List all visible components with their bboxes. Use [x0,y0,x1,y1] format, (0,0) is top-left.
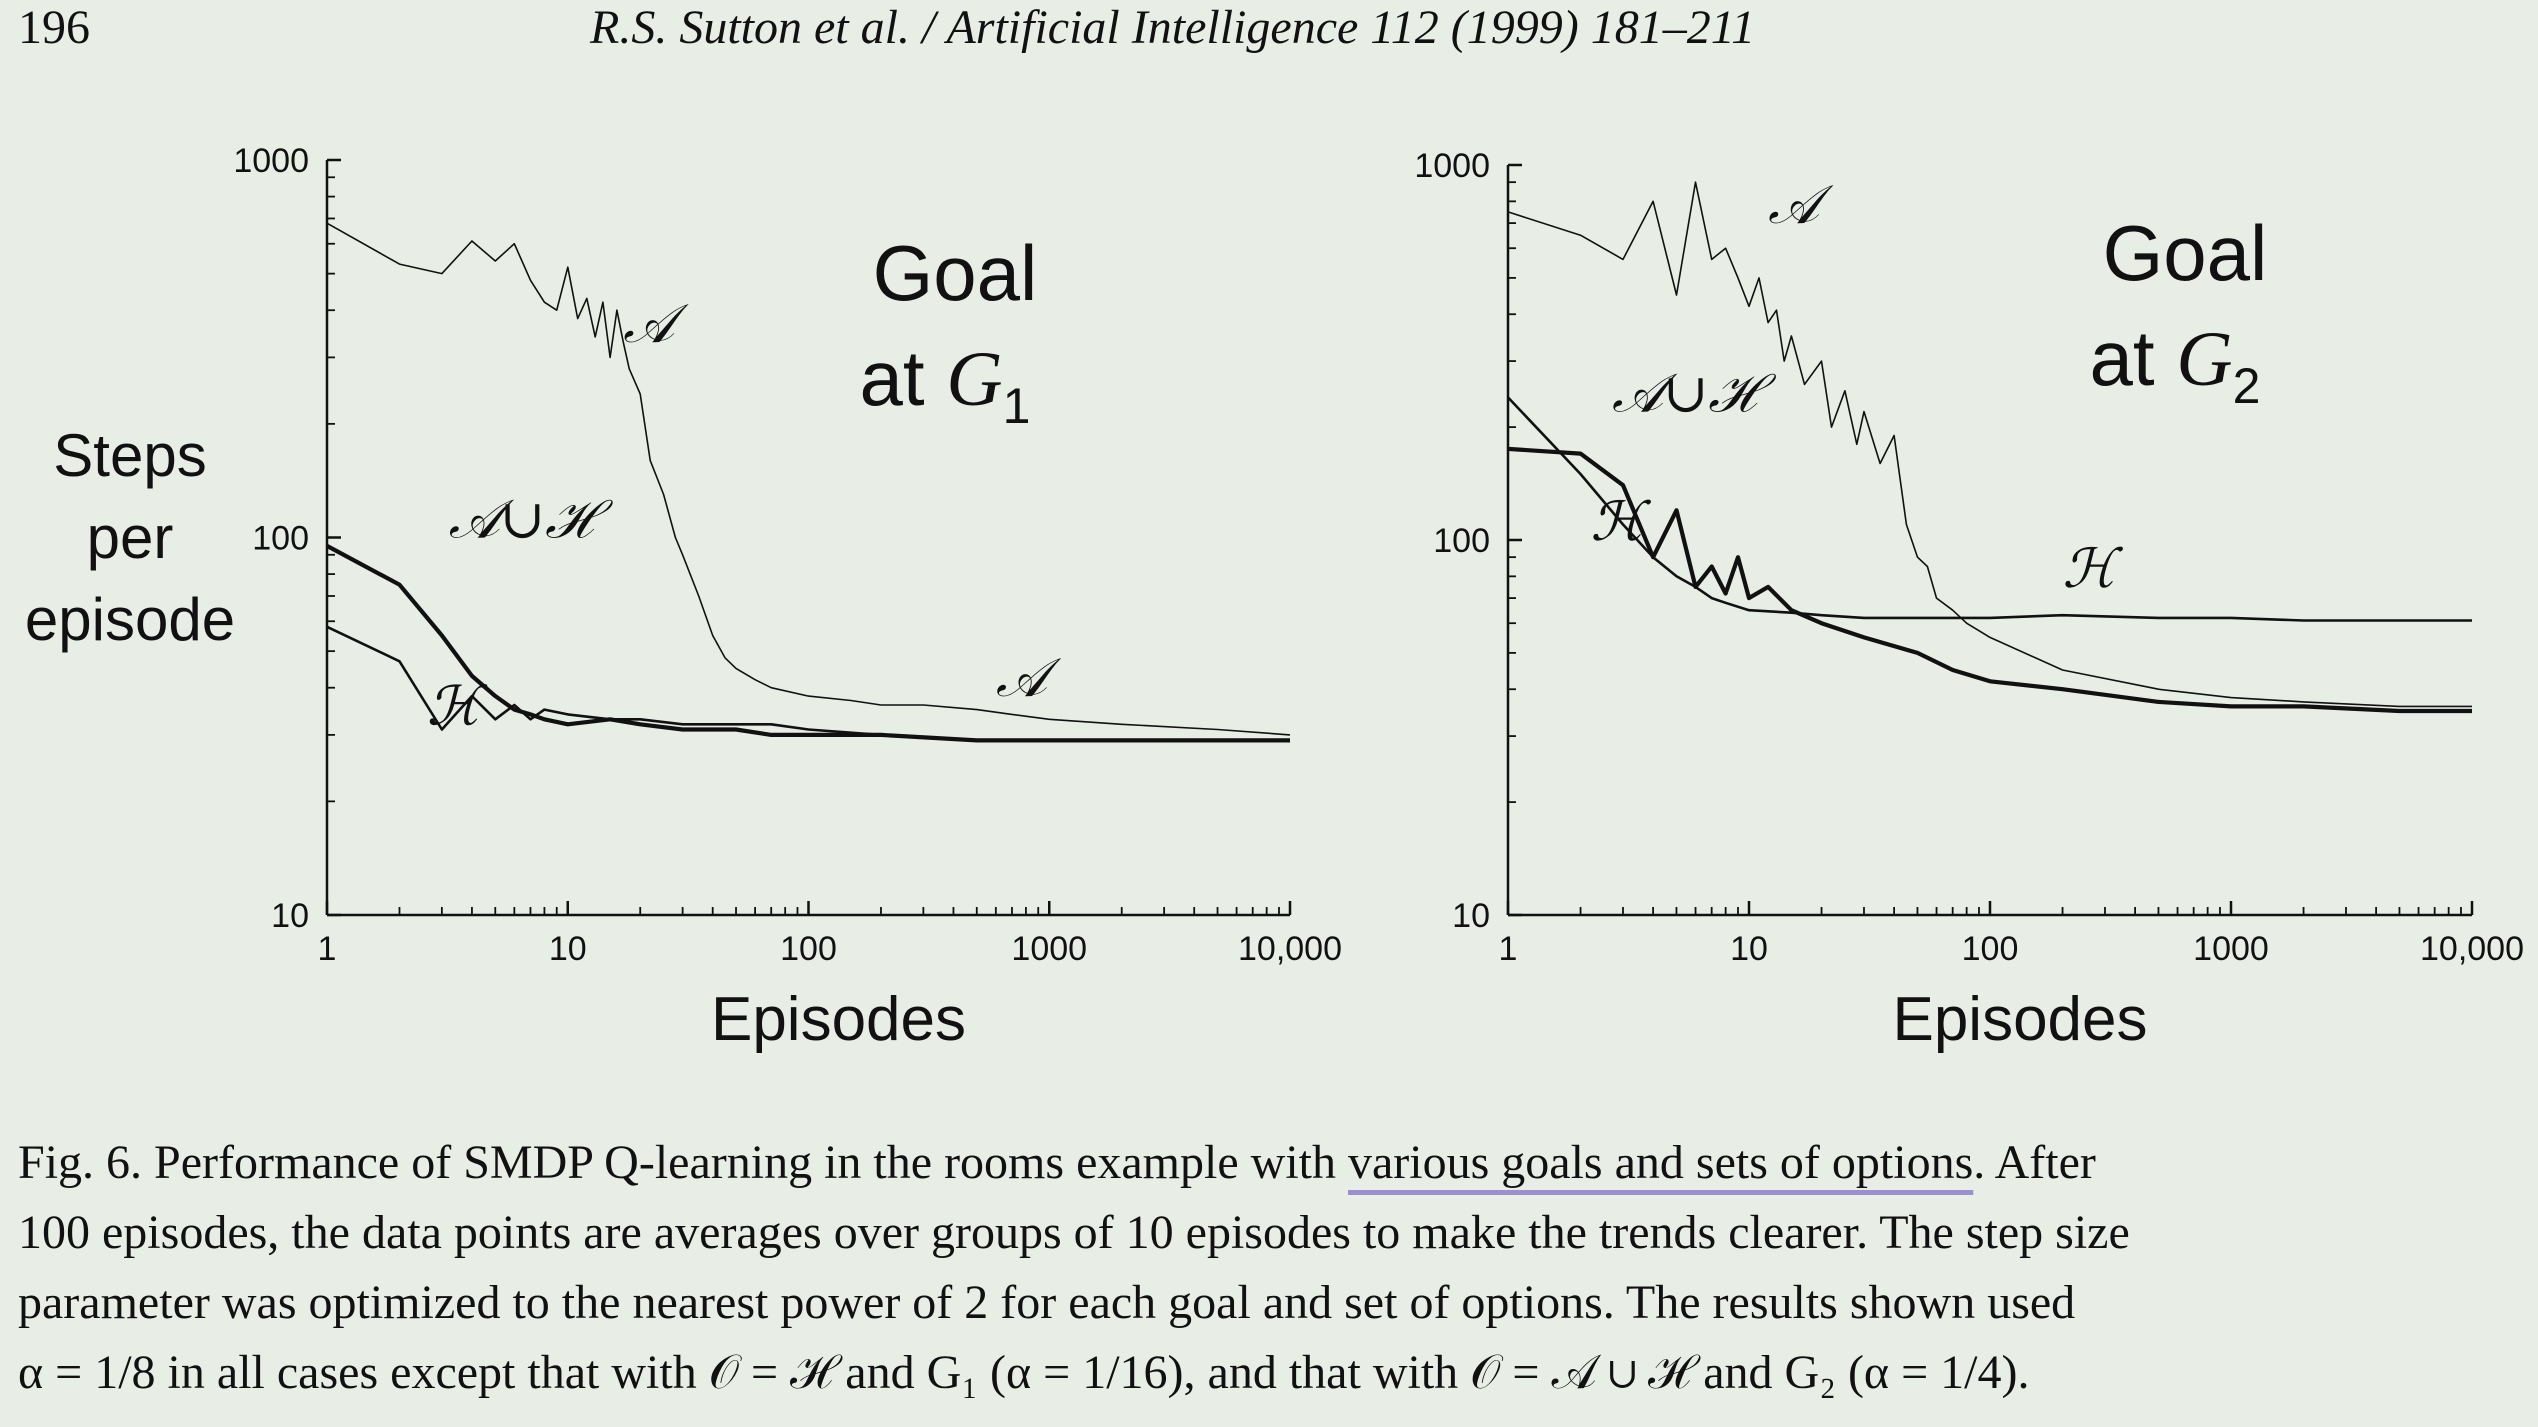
page-header: 196 R.S. Sutton et al. / Artificial Inte… [0,0,2538,60]
annotation-line-2: at G2 [2090,314,2261,414]
x-tick-label: 10 [549,930,587,968]
page-number: 196 [18,1,90,54]
x-tick-label: 1 [1499,930,1518,968]
series-line-2 [1507,396,2472,622]
x-tick-label: 1 [318,930,337,968]
running-head: R.S. Sutton et al. / Artificial Intellig… [590,1,1756,54]
series-label: ℋ [2063,537,2124,600]
series-label: 𝒜∪ℋ [1612,362,1777,425]
series-label: 𝒜 [1768,173,1834,236]
x-tick-label: 100 [1962,930,2019,968]
x-tick-label: 1000 [1011,930,1087,968]
caption-line-1: Fig. 6. Performance of SMDP Q-learning i… [18,1136,2096,1189]
x-tick-label: 10,000 [2420,930,2524,968]
goal-annotation: Goal at G2 [2090,209,2268,414]
series-line-0 [1507,181,2472,708]
chart-panel-left: 1 10 100 1000 10,000101001000Episodes𝒜𝒜𝒜∪ℋℋG… [233,142,1342,1054]
x-tick-label: 10,000 [1238,930,1342,968]
series-label: 𝒜 [996,646,1062,709]
y-tick-label: 1000 [233,142,309,180]
series-label: 𝒜∪ℋ [449,488,614,551]
caption-line-3: parameter was optimized to the nearest p… [18,1276,2076,1329]
x-tick-label: 100 [780,930,837,968]
y-tick-label: 1000 [1414,147,1490,185]
y-axis-title: Steps per episode [25,422,235,653]
caption-underlined-phrase: various goals and sets of options [1347,1136,1974,1189]
chart-panel-right: 1 10 100 1000 10,000101001000Episodes𝒜𝒜∪ℋℋℋG… [1414,147,2524,1054]
x-axis-title: Episodes [1892,985,2147,1054]
y-axis-title-line: episode [25,586,235,653]
series-label: ℋ [427,674,488,737]
series-line-1 [1507,446,2472,714]
y-tick-label: 10 [271,897,309,935]
series-line-0 [326,222,1291,736]
annotation-line-1: Goal [2103,209,2268,297]
annotation-line-1: Goal [873,229,1038,317]
annotation-line-2: at G1 [860,334,1031,434]
y-axis-title-line: Steps [53,422,206,489]
x-tick-label: 1000 [2193,930,2269,968]
series-line-2 [326,625,1290,742]
series-label: ℋ [1591,490,1652,553]
y-tick-label: 10 [1452,897,1490,935]
figure-caption: Fig. 6. Performance of SMDP Q-learning i… [18,1128,2523,1408]
y-axis-title-line: per [87,504,174,571]
series-label: 𝒜 [623,292,689,355]
caption-line-4: α = 1/8 in all cases except that with 𝒪 … [18,1346,2030,1399]
caption-line-2: 100 episodes, the data points are averag… [18,1206,2130,1259]
x-tick-label: 10 [1730,930,1768,968]
goal-annotation: Goal at G1 [860,229,1038,434]
y-tick-label: 100 [252,520,309,558]
y-tick-label: 100 [1433,522,1490,560]
x-axis-title: Episodes [711,985,966,1054]
